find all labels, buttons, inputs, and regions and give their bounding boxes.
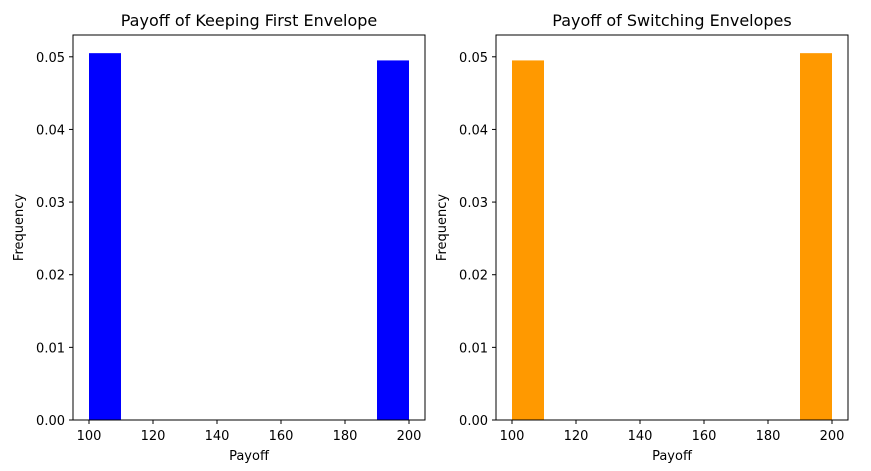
y-axis-label: Frequency	[435, 194, 450, 261]
x-tick-label: 140	[205, 429, 230, 444]
x-tick-label: 120	[564, 429, 589, 444]
y-tick-label: 0.04	[36, 123, 65, 138]
histogram-bar	[800, 53, 832, 420]
x-tick-label: 180	[756, 429, 781, 444]
y-tick-label: 0.02	[36, 269, 65, 284]
y-tick-label: 0.01	[36, 341, 65, 356]
y-tick-label: 0.03	[459, 196, 488, 211]
y-tick-label: 0.01	[459, 341, 488, 356]
histogram-bar	[512, 60, 544, 421]
y-axis-label: Frequency	[12, 194, 27, 261]
y-tick-label: 0.00	[36, 414, 65, 429]
x-tick-label: 140	[628, 429, 653, 444]
y-tick-label: 0.00	[459, 414, 488, 429]
axes-frame	[72, 34, 426, 421]
y-tick-label: 0.02	[459, 269, 488, 284]
x-tick-label: 160	[692, 429, 717, 444]
chart-keep-first: 100 120 140 160 180 200 0.00 0.01 0.02 0.03 0.04 0.…	[12, 11, 426, 464]
chart-title: Payoff of Switching Envelopes	[552, 11, 791, 30]
y-tick-label: 0.03	[36, 196, 65, 211]
y-tick-label: 0.04	[459, 123, 488, 138]
x-tick-label: 100	[77, 429, 102, 444]
x-tick-label: 160	[269, 429, 294, 444]
chart-title: Payoff of Keeping First Envelope	[121, 11, 378, 30]
x-tick-label: 100	[500, 429, 525, 444]
y-tick-label: 0.05	[36, 51, 65, 66]
histogram-bar	[89, 53, 121, 420]
x-tick-label: 180	[333, 429, 358, 444]
y-tick-label: 0.05	[459, 51, 488, 66]
x-axis-label: Payoff	[229, 449, 270, 464]
histogram-bar	[377, 60, 409, 421]
x-tick-label: 120	[141, 429, 166, 444]
chart-switch: 100 120 140 160 180 200 0.00 0.01 0.02 0.03 0.04 0.…	[435, 11, 849, 464]
axes-frame	[495, 34, 849, 421]
x-axis-label: Payoff	[652, 449, 693, 464]
x-tick-label: 200	[397, 429, 422, 444]
x-tick-label: 200	[820, 429, 845, 444]
